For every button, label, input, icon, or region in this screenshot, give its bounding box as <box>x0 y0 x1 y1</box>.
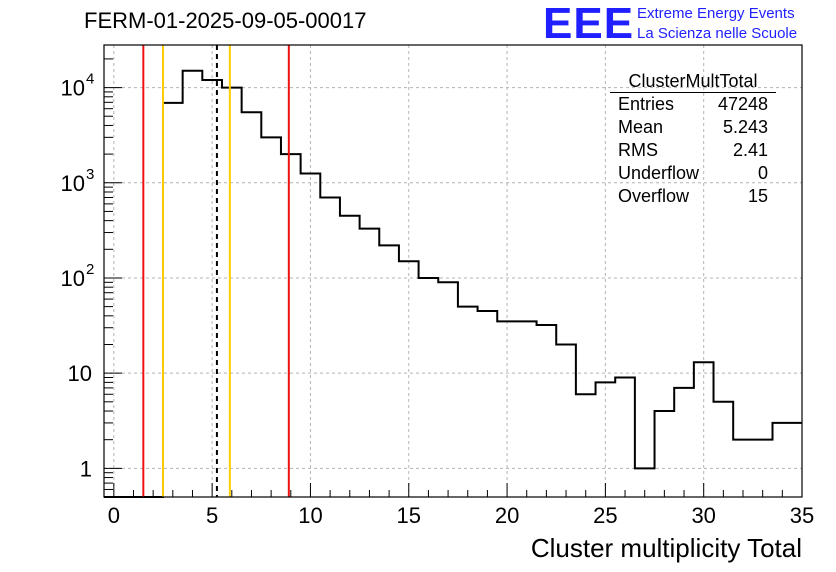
histogram-bin <box>438 282 458 497</box>
histogram-bin <box>615 378 635 497</box>
x-tick-label: 10 <box>298 503 322 528</box>
histogram-bin <box>222 88 242 497</box>
stats-label: RMS <box>618 140 658 160</box>
histogram-bin <box>714 402 734 497</box>
histogram-bin <box>792 423 802 497</box>
histogram-bin <box>261 137 281 497</box>
stats-row-overflow: Overflow 15 <box>610 185 776 208</box>
stats-label: Underflow <box>618 163 700 183</box>
chart-title: FERM-01-2025-09-05-00017 <box>84 8 367 33</box>
stats-box: ClusterMultTotal Entries 47248 Mean 5.24… <box>610 70 776 208</box>
x-tick-label: 30 <box>691 503 715 528</box>
y-tick-label: 10 <box>61 266 85 291</box>
histogram-bin <box>773 423 793 497</box>
stats-label: Overflow <box>618 186 690 206</box>
x-tick-label: 0 <box>108 503 120 528</box>
stats-value: 2.41 <box>732 140 768 160</box>
histogram-outline <box>104 69 802 498</box>
x-tick-label: 5 <box>206 503 218 528</box>
histogram-bin <box>497 321 517 497</box>
histogram-bin <box>694 362 714 497</box>
stats-row-mean: Mean 5.243 <box>610 116 776 139</box>
stats-row-underflow: Underflow 0 <box>610 162 776 185</box>
histogram-bin <box>655 411 675 497</box>
histogram-bin <box>576 394 596 497</box>
y-tick-label: 10 <box>61 171 85 196</box>
y-tick-exponent: 2 <box>86 261 94 278</box>
histogram-bin <box>202 80 222 497</box>
histogram-bin <box>478 311 498 497</box>
eee-logo: EEE <box>543 0 635 48</box>
histogram-bin <box>537 325 557 497</box>
histogram-bin <box>320 198 340 497</box>
x-tick-label: 35 <box>790 503 814 528</box>
stats-value: 0 <box>757 163 768 183</box>
histogram-bin <box>301 174 321 497</box>
y-tick-label: 10 <box>68 361 92 386</box>
y-tick-exponent: 3 <box>86 166 94 183</box>
histogram-bin <box>281 154 301 497</box>
x-tick-label: 15 <box>397 503 421 528</box>
stats-row-rms: RMS 2.41 <box>610 139 776 162</box>
x-tick-label: 25 <box>593 503 617 528</box>
y-tick-label: 1 <box>80 456 92 481</box>
stats-value: 47248 <box>717 94 768 114</box>
y-tick-exponent: 4 <box>86 71 94 88</box>
logo-subtitle-2: La Scienza nelle Scuole <box>637 25 798 42</box>
histogram-bin <box>733 440 753 497</box>
histogram-bin <box>340 216 360 497</box>
histogram-bin <box>556 344 576 497</box>
histogram-layer <box>104 69 802 498</box>
x-tick-label: 20 <box>495 503 519 528</box>
stats-label: Mean <box>618 117 664 137</box>
reference-lines <box>142 45 290 497</box>
stats-value: 15 <box>747 186 768 206</box>
stats-title: ClusterMultTotal <box>610 70 776 93</box>
histogram-bin <box>674 388 694 497</box>
histogram-bin <box>419 278 439 497</box>
histogram-bin <box>163 103 183 497</box>
logo-subtitle-1: Extreme Energy Events <box>637 5 795 22</box>
stats-value: 5.243 <box>722 117 768 137</box>
histogram-bin <box>360 229 380 497</box>
histogram-bin <box>242 112 262 497</box>
histogram-bin <box>753 440 773 497</box>
histogram-bin <box>183 71 203 497</box>
histogram-bin <box>458 307 478 497</box>
x-axis-label: Cluster multiplicity Total <box>530 533 802 563</box>
stats-label: Entries <box>618 94 675 114</box>
histogram-bin <box>399 261 419 497</box>
histogram-bin <box>379 245 399 497</box>
y-tick-label: 10 <box>61 76 85 101</box>
grid-layer <box>104 45 802 497</box>
histogram-bin <box>517 321 537 497</box>
plot-frame <box>103 44 803 498</box>
stats-row-entries: Entries 47248 <box>610 93 776 116</box>
histogram-bin <box>596 382 616 497</box>
